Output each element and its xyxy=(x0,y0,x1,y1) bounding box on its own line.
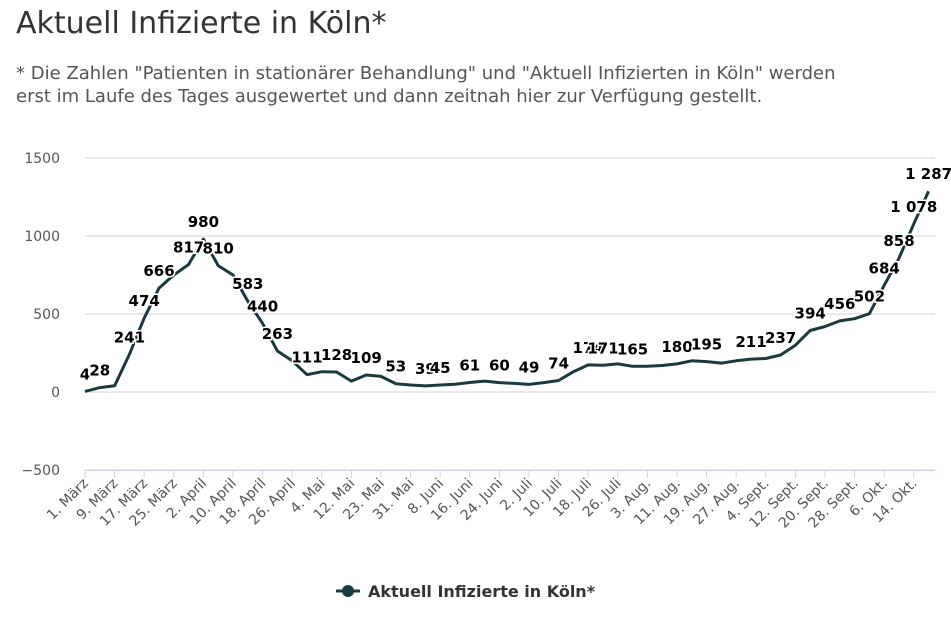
data-label: 180 xyxy=(661,338,692,356)
data-label: 211 xyxy=(735,333,766,351)
data-label: 128 xyxy=(321,346,352,364)
data-label: 45 xyxy=(430,359,451,377)
data-label: 1 287 xyxy=(905,165,951,183)
data-label: 263 xyxy=(262,325,293,343)
data-label: 74 xyxy=(548,354,569,372)
data-label: 195 xyxy=(691,336,722,354)
series-line xyxy=(84,190,930,393)
data-label: 39 xyxy=(415,360,436,378)
data-label: 666 xyxy=(143,262,174,280)
data-label: 241 xyxy=(114,328,145,346)
data-label: 810 xyxy=(203,240,234,258)
y-tick-label: 500 xyxy=(33,307,60,323)
y-tick-label: −500 xyxy=(22,463,60,479)
data-label: 980 xyxy=(188,213,219,231)
data-label: 53 xyxy=(385,358,406,376)
data-label: 60 xyxy=(489,357,510,375)
data-label: 237 xyxy=(765,329,796,347)
chart-title: Aktuell Infizierte in Köln* xyxy=(16,6,387,41)
data-label: 165 xyxy=(617,340,648,358)
data-label: 174 xyxy=(573,339,604,357)
data-label: 171 xyxy=(587,339,618,357)
data-label: 61 xyxy=(459,356,480,374)
data-label: 109 xyxy=(351,349,382,367)
data-label: 4 xyxy=(80,365,90,383)
data-label: 394 xyxy=(795,305,826,323)
data-label: 456 xyxy=(824,295,855,313)
data-label: 474 xyxy=(129,292,160,310)
data-label: 440 xyxy=(247,297,278,315)
data-label: 111 xyxy=(291,349,322,367)
data-label: 502 xyxy=(854,288,885,306)
data-label: 858 xyxy=(883,232,914,250)
y-tick-label: 0 xyxy=(51,385,60,401)
y-tick-label: 1500 xyxy=(24,151,60,167)
data-label: 583 xyxy=(232,275,263,293)
y-tick-label: 1000 xyxy=(24,229,60,245)
legend-marker xyxy=(342,585,354,597)
chart-subtitle: * Die Zahlen "Patienten in stationärer B… xyxy=(16,63,836,107)
data-label: 684 xyxy=(869,259,900,277)
data-label: 1 078 xyxy=(890,198,937,216)
data-label: 28 xyxy=(89,362,110,380)
data-label: 817 xyxy=(173,239,204,257)
data-label: 49 xyxy=(519,358,540,376)
legend-label: Aktuell Infizierte in Köln* xyxy=(368,582,596,601)
